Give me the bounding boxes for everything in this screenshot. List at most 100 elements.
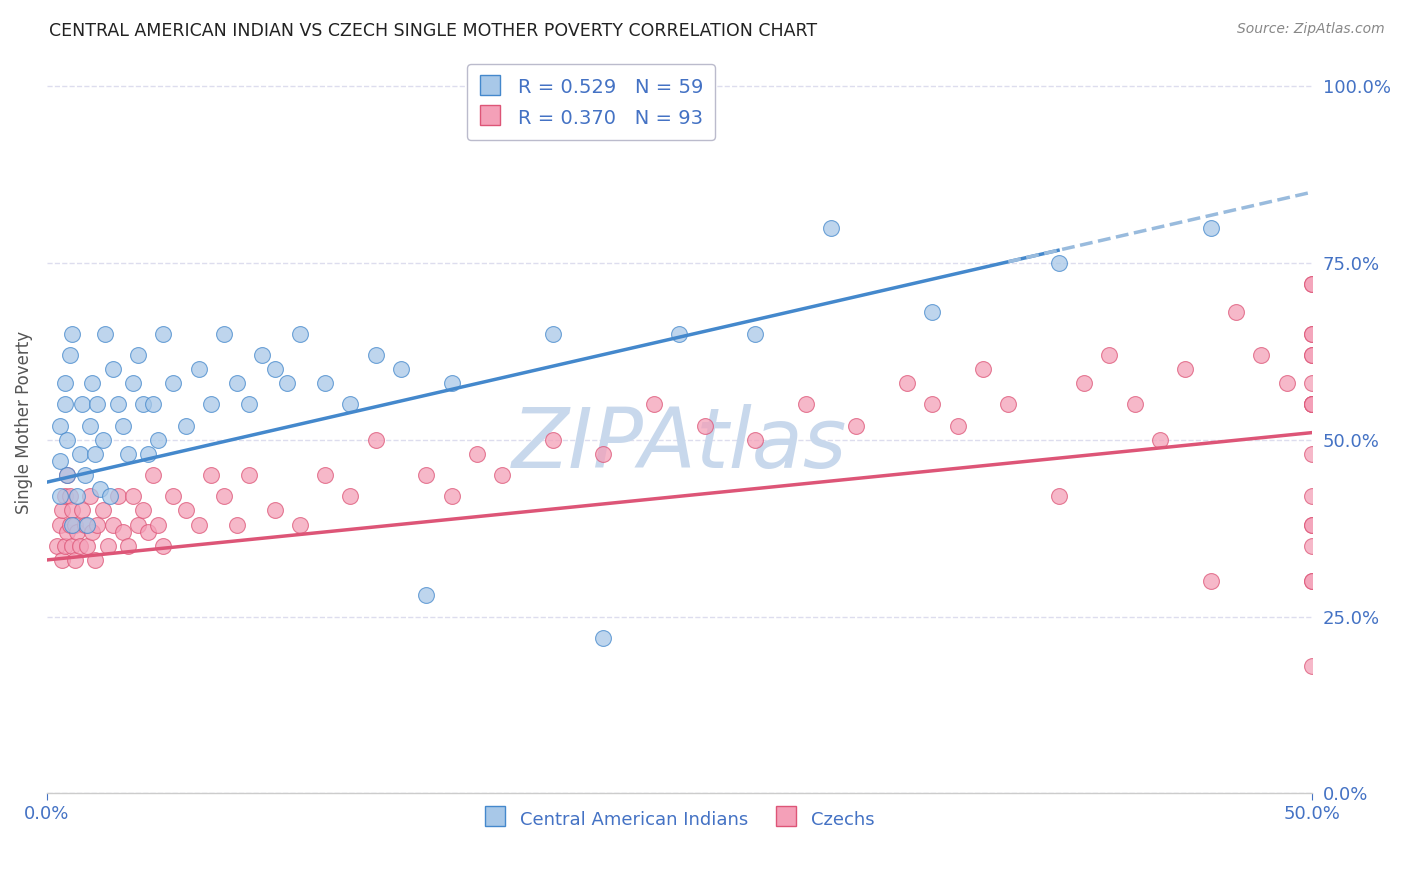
Point	[48, 517, 70, 532]
Point	[225, 517, 247, 532]
Point	[440, 489, 463, 503]
Point	[1073, 376, 1095, 390]
Point	[491, 468, 513, 483]
Point	[212, 489, 235, 503]
Point	[896, 376, 918, 390]
Point	[48, 454, 70, 468]
Point	[1047, 489, 1070, 503]
Point	[69, 539, 91, 553]
Point	[921, 305, 943, 319]
Point	[59, 348, 82, 362]
Point	[1301, 348, 1323, 362]
Point	[339, 397, 361, 411]
Y-axis label: Single Mother Poverty: Single Mother Poverty	[15, 330, 32, 514]
Point	[288, 517, 311, 532]
Point	[972, 362, 994, 376]
Point	[238, 468, 260, 483]
Point	[111, 418, 134, 433]
Point	[86, 397, 108, 411]
Point	[997, 397, 1019, 411]
Point	[541, 433, 564, 447]
Point	[465, 447, 488, 461]
Point	[276, 376, 298, 390]
Point	[794, 397, 817, 411]
Point	[1301, 277, 1323, 291]
Point	[1275, 376, 1298, 390]
Point	[440, 376, 463, 390]
Point	[122, 376, 145, 390]
Point	[72, 503, 94, 517]
Point	[148, 517, 170, 532]
Point	[592, 631, 614, 645]
Point	[592, 447, 614, 461]
Point	[314, 468, 336, 483]
Point	[1301, 376, 1323, 390]
Point	[1301, 397, 1323, 411]
Point	[111, 524, 134, 539]
Point	[107, 489, 129, 503]
Point	[127, 517, 149, 532]
Point	[132, 503, 155, 517]
Point	[60, 517, 83, 532]
Point	[668, 326, 690, 341]
Point	[59, 517, 82, 532]
Point	[389, 362, 412, 376]
Point	[76, 539, 98, 553]
Point	[142, 468, 165, 483]
Point	[73, 468, 96, 483]
Point	[1047, 256, 1070, 270]
Point	[53, 539, 76, 553]
Point	[1301, 397, 1323, 411]
Point	[56, 433, 79, 447]
Point	[238, 397, 260, 411]
Point	[148, 433, 170, 447]
Point	[136, 447, 159, 461]
Point	[845, 418, 868, 433]
Point	[263, 362, 285, 376]
Point	[200, 397, 222, 411]
Point	[51, 553, 73, 567]
Point	[162, 489, 184, 503]
Point	[89, 482, 111, 496]
Point	[946, 418, 969, 433]
Point	[415, 468, 437, 483]
Point	[117, 447, 139, 461]
Point	[79, 418, 101, 433]
Point	[1301, 326, 1323, 341]
Point	[107, 397, 129, 411]
Point	[56, 468, 79, 483]
Point	[91, 433, 114, 447]
Text: ZIPAtlas: ZIPAtlas	[512, 404, 846, 484]
Point	[1301, 348, 1323, 362]
Point	[263, 503, 285, 517]
Point	[1301, 277, 1323, 291]
Point	[76, 517, 98, 532]
Point	[60, 503, 83, 517]
Point	[1301, 326, 1323, 341]
Point	[364, 433, 387, 447]
Point	[152, 326, 174, 341]
Point	[820, 220, 842, 235]
Point	[63, 553, 86, 567]
Point	[339, 489, 361, 503]
Point	[97, 539, 120, 553]
Point	[84, 447, 107, 461]
Point	[53, 489, 76, 503]
Point	[122, 489, 145, 503]
Point	[1301, 539, 1323, 553]
Point	[86, 517, 108, 532]
Point	[79, 489, 101, 503]
Point	[72, 397, 94, 411]
Point	[1199, 574, 1222, 589]
Point	[1301, 574, 1323, 589]
Point	[59, 489, 82, 503]
Point	[142, 397, 165, 411]
Point	[101, 517, 124, 532]
Point	[127, 348, 149, 362]
Point	[1301, 489, 1323, 503]
Point	[136, 524, 159, 539]
Point	[98, 489, 121, 503]
Point	[200, 468, 222, 483]
Point	[66, 524, 89, 539]
Point	[91, 503, 114, 517]
